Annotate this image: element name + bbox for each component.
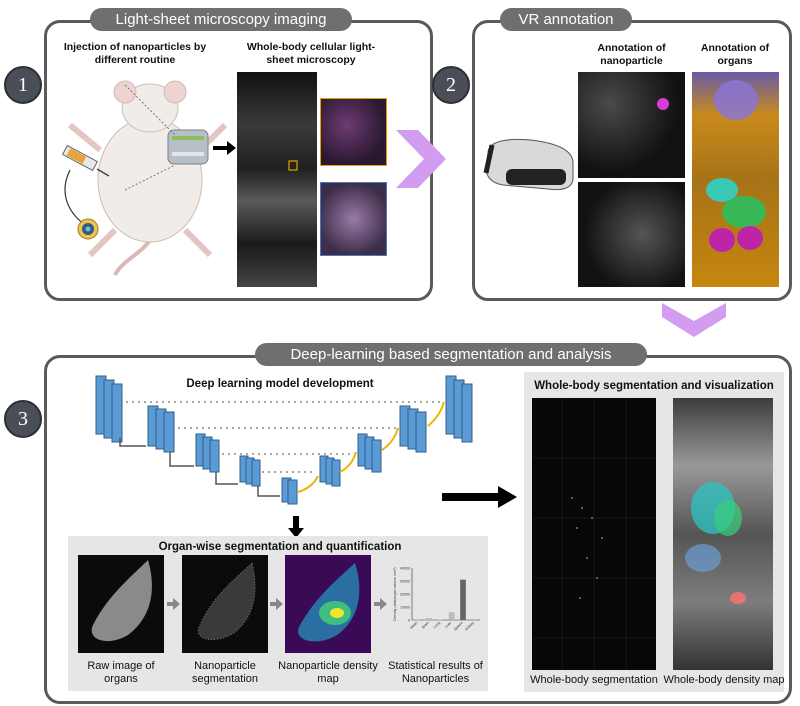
segmentation-grid (532, 398, 656, 670)
arrow-down-icon (288, 516, 304, 538)
chart-bar (437, 619, 444, 620)
nanoparticle-marker (657, 98, 669, 110)
chart-bar (426, 618, 432, 620)
chart-x-tick: Lung (433, 621, 441, 629)
objective-lens-icon (167, 129, 209, 165)
caption-density: Nanoparticle density map (278, 660, 378, 686)
chart-x-tick: Kidney (464, 621, 475, 632)
model-development-label: Deep learning model development (186, 378, 374, 390)
organ-annotation-overlay (706, 80, 766, 252)
density-map-shape (298, 563, 360, 642)
organ-wise-label: Organ-wise segmentation and quantificati… (158, 541, 402, 553)
injection-label: Injection of nanoparticles by different … (63, 41, 207, 66)
chart-x-tick: Spleen (453, 621, 464, 632)
organ-annotation-label: Annotation of organs (700, 42, 770, 67)
light-cone-lines (124, 84, 176, 191)
caption-stats: Statistical results of Nanoparticles (388, 660, 483, 686)
panel3-title: Deep-learning based segmentation and ana… (255, 343, 647, 366)
step-2-badge: 2 (432, 66, 470, 104)
panel1-title: Light-sheet microscopy imaging (90, 8, 352, 31)
vr-headset-icon (483, 138, 574, 191)
nanoparticle-annotation-image-bottom (578, 182, 685, 287)
chart-bar (471, 619, 478, 620)
chart-x-tick: Liver (444, 620, 453, 629)
arrow-right-small-1 (167, 598, 180, 610)
chart-bar (460, 579, 466, 620)
arrow-right-small-3 (374, 598, 387, 610)
chart-bar (448, 612, 455, 620)
scan-highlight-box (288, 160, 298, 171)
chevron-right-icon (396, 130, 446, 188)
chevron-down-icon (662, 303, 726, 337)
whole-body-scan-image (237, 72, 317, 287)
chart-y-tick: 0 (408, 619, 410, 623)
microscopy-label: Whole-body cellular light-sheet microsco… (246, 41, 376, 66)
arrow-right-large-icon (442, 486, 517, 508)
caption-segmentation: Nanoparticle segmentation (191, 660, 259, 686)
caption-raw: Raw image of organs (87, 660, 155, 686)
unet-diagram (95, 375, 473, 505)
zoom-inset-top (320, 98, 387, 166)
chart-x-tick: Heart (409, 621, 418, 630)
chart-y-label: Density (dots/organ volume mm³) (393, 567, 397, 620)
whole-body-label: Whole-body segmentation and visualizatio… (534, 380, 774, 392)
chart-x-tick: Brain (421, 621, 430, 630)
raw-organ-shape (91, 560, 152, 642)
arrow-right-small-2 (270, 598, 283, 610)
arrow-right-icon (213, 141, 236, 155)
nanoparticle-annotation-label: Annotation of nanoparticle (597, 42, 666, 67)
chart-y-tick: 10000 (400, 606, 410, 610)
chart-y-tick: 20000 (400, 593, 410, 597)
chart-y-tick: 30000 (400, 580, 410, 584)
nanoparticle-icon (77, 218, 99, 240)
zoom-inset-bottom (320, 182, 387, 256)
step-3-badge: 3 (4, 400, 42, 438)
panel2-title: VR annotation (500, 8, 632, 31)
chart-y-tick: 40000 (400, 567, 410, 571)
caption-whole-body-density: Whole-body density map (663, 674, 785, 686)
syringe-icon (61, 144, 110, 177)
segmentation-organ-shape (197, 562, 256, 641)
caption-whole-body-segmentation: Whole-body segmentation (530, 674, 658, 686)
density-overlay (685, 482, 746, 604)
step-1-badge: 1 (4, 66, 42, 104)
nanoparticle-annotation-image-top (578, 72, 685, 178)
injection-tube (64, 170, 86, 226)
